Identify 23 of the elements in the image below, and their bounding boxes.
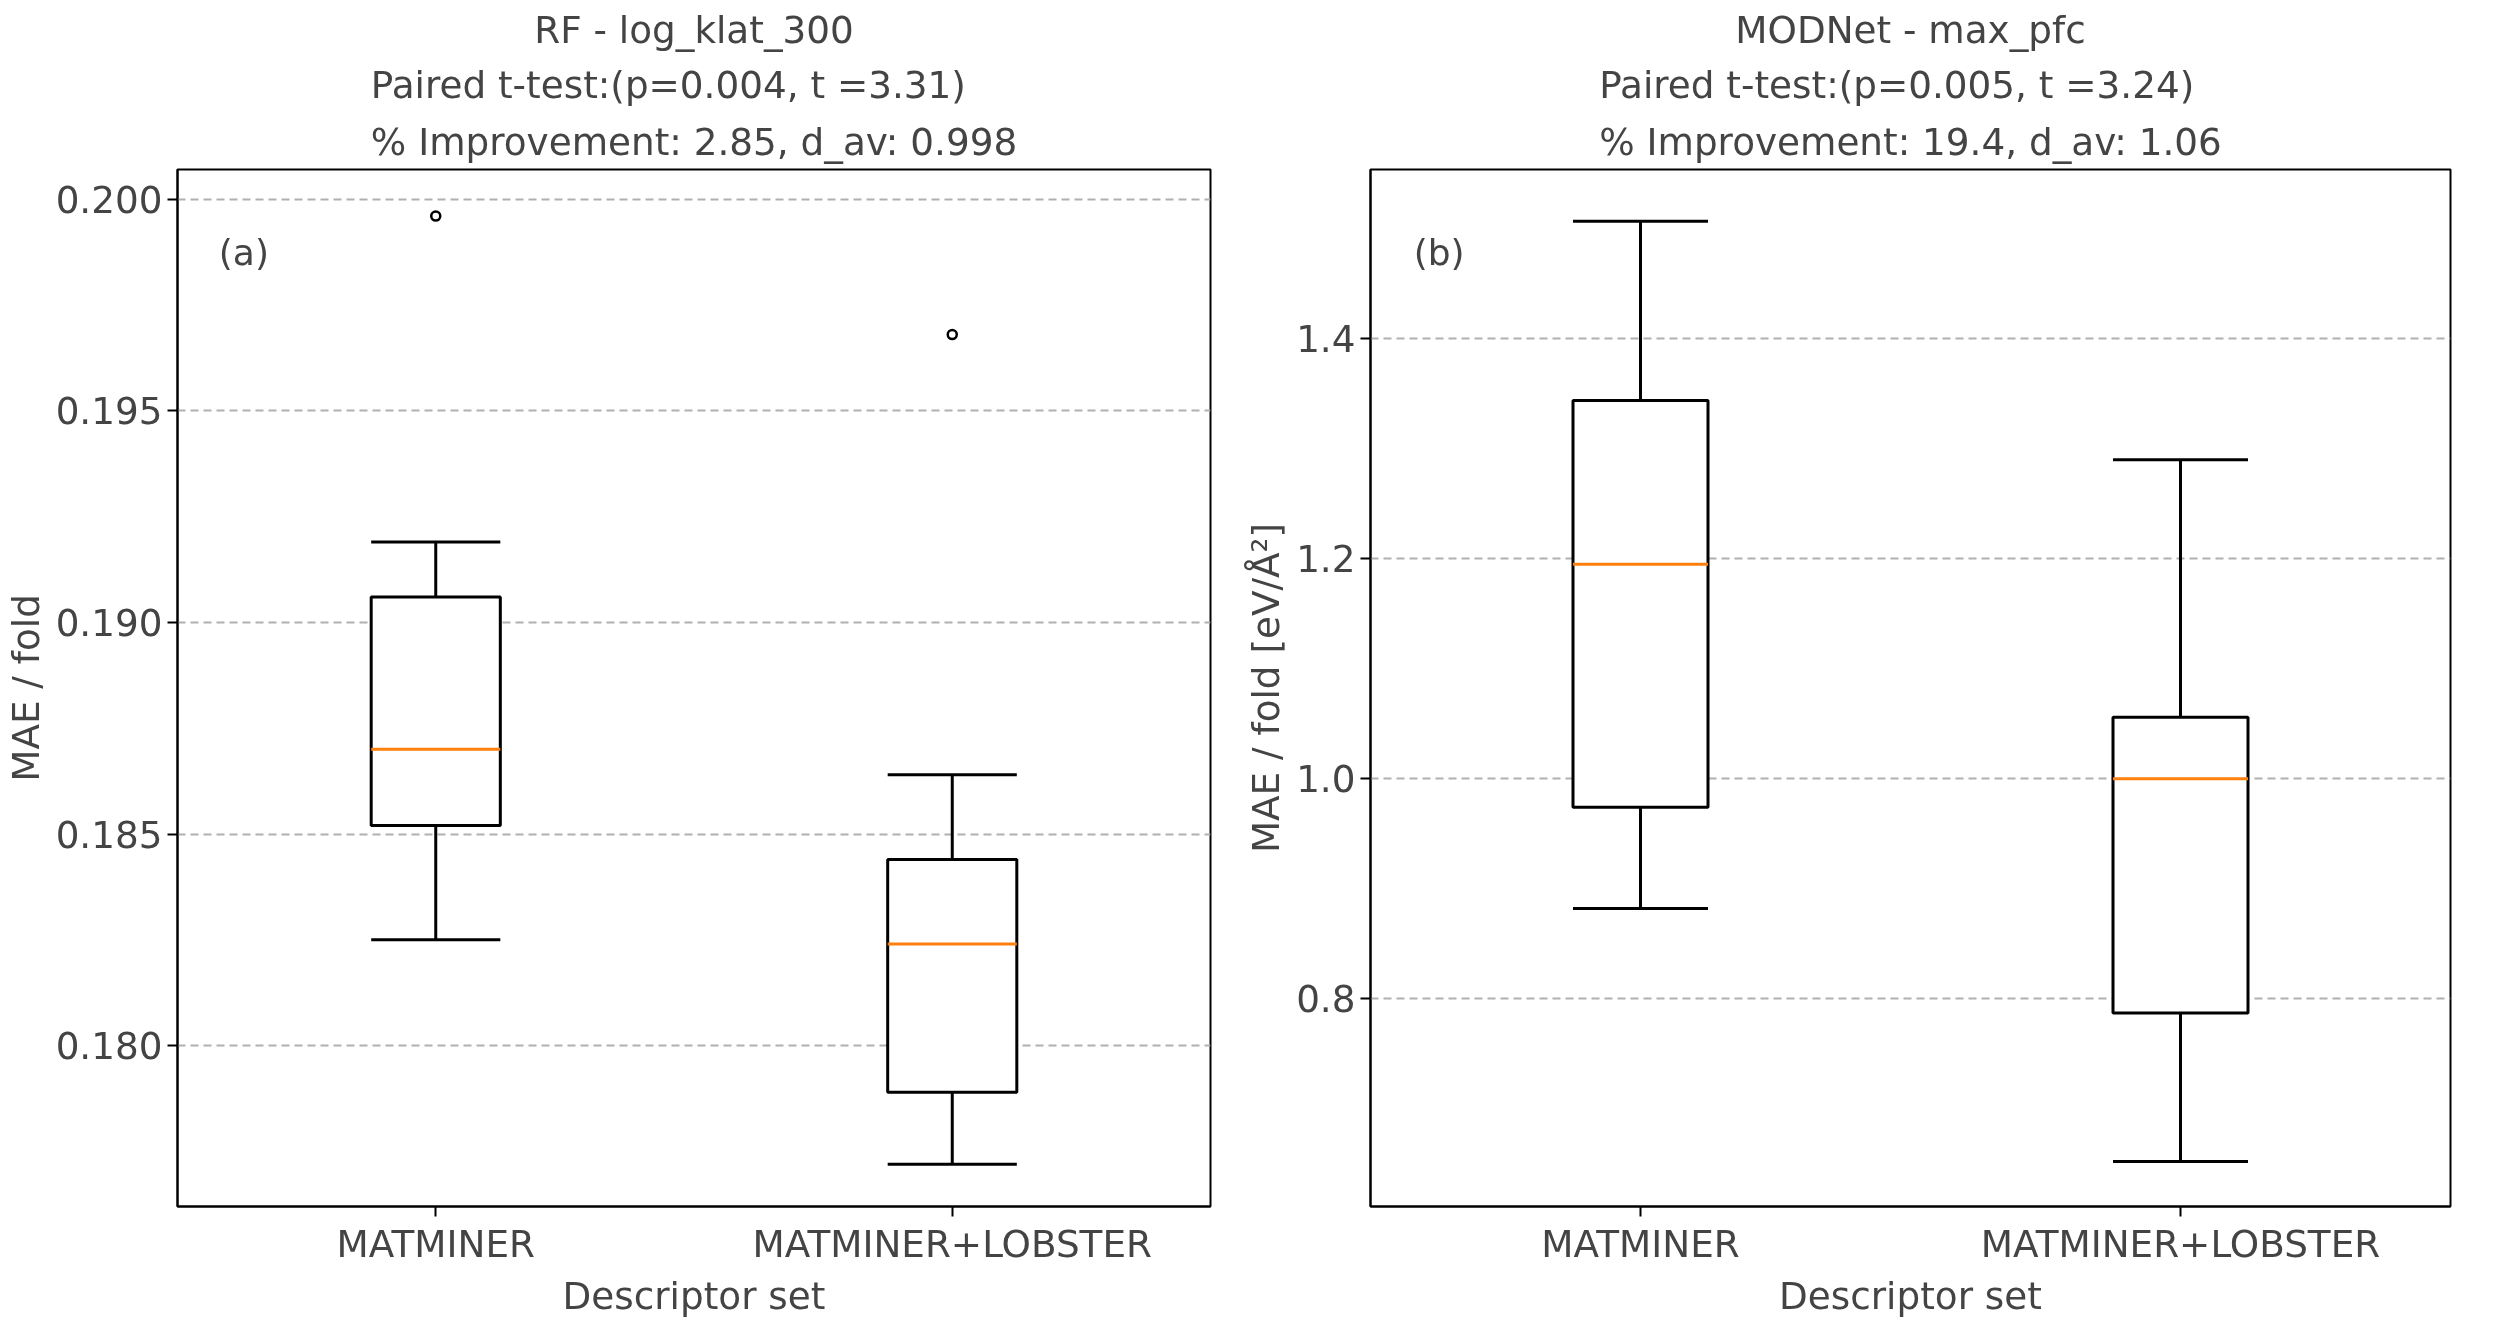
annotation: (b) xyxy=(1413,232,1465,274)
y-tick-label: 1.2 xyxy=(1296,537,1356,582)
x-tick-label: MATMINER+LOBSTER xyxy=(752,1221,1152,1266)
x-tick-label: MATMINER xyxy=(1541,1221,1740,1266)
x-tick-label: MATMINER+LOBSTER xyxy=(1980,1221,2381,1266)
chart-subtitle: Paired t-test:(p=0.005, t =3.24) % Improvement: 19.4, d_av: 1.06 xyxy=(1599,63,2222,165)
y-tick-label: 0.195 xyxy=(55,389,163,434)
annotation: (a) xyxy=(218,232,269,274)
x-axis-title: Descriptor set xyxy=(562,1273,826,1318)
chart-subtitle: Paired t-test:(p=0.004, t =3.31) % Improvement: 2.85, d_av: 0.998 xyxy=(370,63,1018,165)
y-tick-label: 0.180 xyxy=(55,1024,163,1069)
x-axis-title: Descriptor set xyxy=(1779,1273,2042,1318)
y-tick-label: 1.4 xyxy=(1296,317,1356,362)
y-tick-label: 1.0 xyxy=(1296,757,1356,802)
y-tick-label: 0.200 xyxy=(55,177,163,222)
x-tick-label: MATMINER xyxy=(336,1221,535,1266)
chart-title: MODNet - max_pfc xyxy=(1735,7,2086,52)
chart-title: RF - log_klat_300 xyxy=(534,7,854,52)
y-tick-label: 0.190 xyxy=(55,600,163,645)
y-tick-label: 0.185 xyxy=(55,812,163,857)
y-axis-title: MAE / fold xyxy=(3,594,48,782)
y-tick-label: 0.8 xyxy=(1296,977,1356,1022)
y-axis-title: MAE / fold [eV/Å²] xyxy=(1244,522,1289,854)
